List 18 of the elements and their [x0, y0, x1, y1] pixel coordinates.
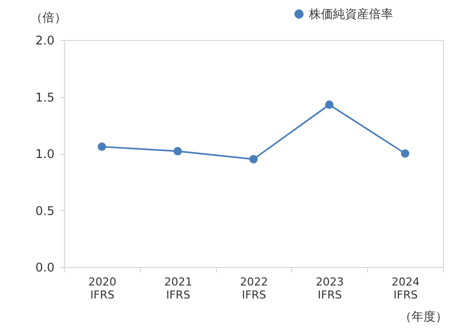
legend-label: 株価純資産倍率 [308, 7, 393, 21]
point [98, 142, 106, 151]
y-tick-label: 1.0 [35, 147, 54, 161]
x-tick-label: 2020 IFRS [88, 276, 116, 302]
y-tick-label: 1.5 [35, 90, 54, 104]
x-tick-label: 2024 IFRS [392, 276, 420, 302]
point [325, 100, 334, 109]
x-tick-label: 2023 IFRS [316, 276, 344, 302]
y-axis-title: （倍） [30, 10, 66, 24]
x-axis-title: （年度） [400, 310, 448, 324]
point [249, 155, 258, 164]
y-tick-label: 0.0 [35, 260, 54, 274]
x-tick-label: 2021 IFRS [164, 276, 192, 302]
x-tick-label: 2022 IFRS [240, 276, 268, 302]
y-tick-label: 2.0 [35, 34, 54, 48]
point [174, 147, 182, 156]
point [400, 149, 410, 158]
y-tick-label: 0.5 [35, 204, 54, 218]
